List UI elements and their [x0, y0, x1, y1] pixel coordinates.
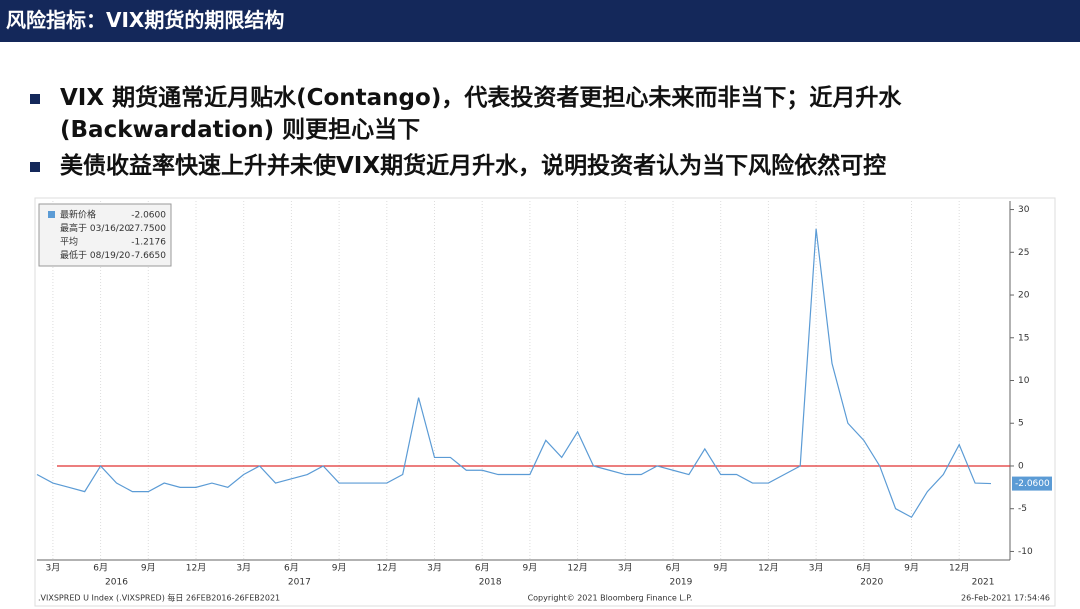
legend-box	[38, 203, 172, 267]
x-tick-label: 12月	[377, 563, 397, 574]
line-series	[36, 228, 992, 519]
legend-swatch	[48, 211, 55, 218]
footer-right: 26-Feb-2021 17:54:46	[961, 594, 1050, 603]
legend-label: 最新价格	[60, 209, 96, 221]
x-tick-label: 6月	[93, 563, 108, 574]
y-tick-label: -10	[1018, 547, 1033, 557]
header-title: 风险指标：VIX期货的期限结构	[0, 0, 1080, 42]
bullet: VIX 期货通常近月贴水(Contango)，代表投资者更担心未来而非当下；近月…	[30, 82, 1060, 146]
y-tick-label: 0	[1018, 461, 1024, 471]
footer-center: Copyright© 2021 Bloomberg Finance L.P.	[528, 594, 693, 603]
y-tick-label: 30	[1018, 205, 1030, 215]
x-tick-label: 9月	[523, 563, 538, 574]
y-tick-label: 15	[1018, 333, 1029, 343]
year-label: 2018	[479, 578, 502, 588]
year-label: 2017	[288, 578, 311, 588]
year-label: 2019	[669, 578, 692, 588]
legend-label: 最低于 08/19/20	[60, 249, 131, 261]
y-tick-label: 25	[1018, 248, 1029, 258]
x-tick-label: 3月	[809, 563, 824, 574]
x-tick-label: 3月	[236, 563, 251, 574]
x-tick-label: 3月	[618, 563, 633, 574]
x-tick-label: 3月	[46, 563, 61, 574]
chart-frame	[34, 197, 1056, 607]
y-tick-label: 5	[1018, 419, 1024, 429]
bullet-text: 美债收益率快速上升并未使VIX期货近月升水，说明投资者认为当下风险依然可控	[60, 153, 887, 179]
legend-label: 平均	[60, 236, 78, 248]
legend-value: -1.2176	[131, 238, 166, 248]
last-value-label: -2.0600	[1015, 479, 1050, 489]
bullet-text: VIX 期货通常近月贴水(Contango)，代表投资者更担心未来而非当下；近月…	[60, 85, 902, 143]
x-tick-label: 6月	[475, 563, 490, 574]
footer-left: .VIXSPRED U Index (.VIXSPRED) 每日 26FEB20…	[38, 593, 280, 603]
x-tick-label: 6月	[666, 563, 681, 574]
x-tick-label: 12月	[949, 563, 969, 574]
bullet: 美债收益率快速上升并未使VIX期货近月升水，说明投资者认为当下风险依然可控	[30, 150, 1060, 182]
x-tick-label: 9月	[904, 563, 919, 574]
legend-label: 最高于 03/16/20	[60, 222, 131, 234]
x-tick-label: 6月	[284, 563, 299, 574]
year-label: 2020	[860, 578, 883, 588]
x-tick-label: 12月	[758, 563, 778, 574]
x-tick-label: 12月	[567, 563, 587, 574]
x-tick-label: 12月	[186, 563, 206, 574]
y-tick-label: 20	[1018, 291, 1030, 301]
year-label: 2016	[105, 578, 128, 588]
legend-value: -7.6650	[131, 251, 166, 261]
y-tick-label: -5	[1018, 504, 1027, 514]
year-label: 2021	[972, 578, 995, 588]
x-tick-label: 3月	[427, 563, 442, 574]
legend-value: -2.0600	[131, 211, 166, 221]
x-tick-label: 9月	[332, 563, 347, 574]
x-tick-label: 9月	[713, 563, 728, 574]
legend-value: 27.7500	[129, 224, 166, 234]
x-tick-label: 6月	[856, 563, 871, 574]
last-value-box	[1012, 476, 1052, 491]
chart: -10 -5 0 5 10 15 20 25 30 3月 6月 9月 12月 3月 6月 9月 12月 3月 6月 9…	[34, 197, 1056, 607]
y-tick-label: 10	[1018, 376, 1030, 386]
x-tick-label: 9月	[141, 563, 156, 574]
